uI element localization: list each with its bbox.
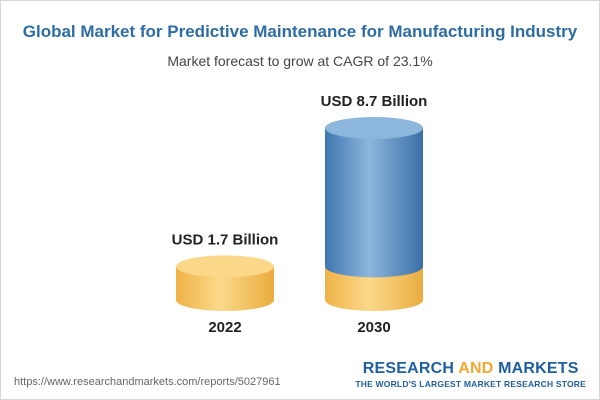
source-url[interactable]: https://www.researchandmarkets.com/repor… <box>14 376 281 388</box>
chart-title: Global Market for Predictive Maintenance… <box>22 22 578 41</box>
brand-name: RESEARCH AND MARKETS <box>362 360 579 377</box>
bar-base-segment <box>325 266 423 311</box>
bar-2022 <box>176 255 274 311</box>
brand-logo: RESEARCH AND MARKETS THE WORLD'S LARGEST… <box>355 360 586 389</box>
bar-growth-segment <box>325 128 423 278</box>
chart-subtitle: Market forecast to grow at CAGR of 23.1% <box>167 53 433 69</box>
category-label: 2030 <box>357 319 390 336</box>
brand-tagline: THE WORLD'S LARGEST MARKET RESEARCH STOR… <box>355 379 586 389</box>
data-label: USD 8.7 Billion <box>321 93 428 110</box>
category-label: 2022 <box>208 319 241 336</box>
bar-2030 <box>325 117 423 311</box>
bar-base-segment <box>176 266 274 311</box>
bar-top-cap <box>325 117 423 139</box>
data-label: USD 1.7 Billion <box>172 231 279 248</box>
bar-top-cap <box>176 255 274 278</box>
